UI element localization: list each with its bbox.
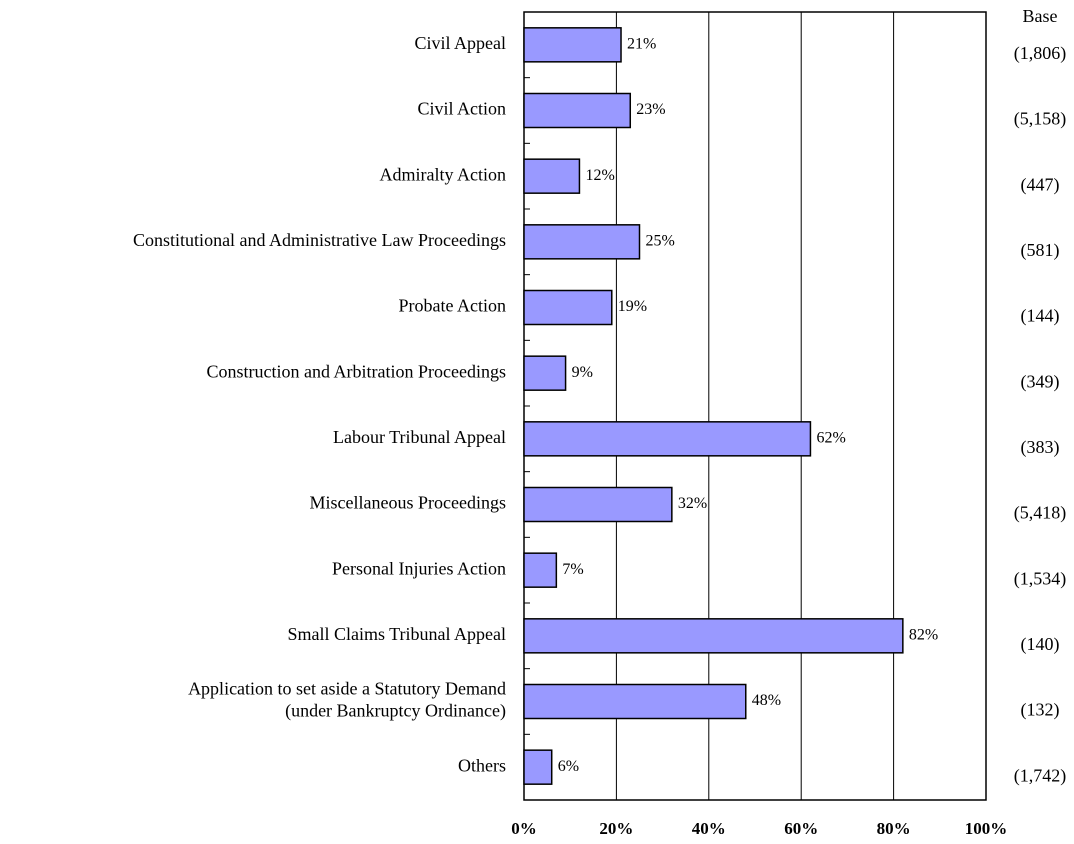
x-tick-label: 40%	[692, 819, 726, 838]
value-label: 19%	[618, 298, 647, 315]
bar	[523, 749, 553, 785]
bar	[523, 224, 641, 260]
base-label: (140)	[1021, 634, 1060, 655]
category-label: Constitutional and Administrative Law Pr…	[133, 230, 506, 250]
base-label: (5,158)	[1014, 109, 1067, 130]
bar	[523, 618, 904, 654]
value-label: 32%	[678, 495, 707, 512]
bar	[523, 355, 567, 391]
bar	[523, 158, 581, 194]
base-label: (349)	[1021, 371, 1060, 392]
base-title: Base	[1023, 6, 1058, 26]
category-label: Miscellaneous Proceedings	[310, 493, 506, 513]
value-label: 25%	[646, 233, 675, 250]
category-label: Personal Injuries Action	[332, 558, 506, 578]
x-tick-label: 80%	[877, 819, 911, 838]
base-label: (581)	[1021, 240, 1060, 261]
bar	[523, 92, 632, 129]
category-label: Admiralty Action	[380, 164, 506, 184]
category-label: Labour Tribunal Appeal	[333, 427, 506, 447]
base-label: (383)	[1021, 437, 1060, 458]
value-label: 62%	[816, 430, 845, 447]
value-label: 7%	[562, 561, 583, 578]
category-label: Civil Action	[417, 99, 506, 119]
x-tick-label: 0%	[511, 819, 537, 838]
bar	[523, 486, 673, 523]
base-label: (1,742)	[1014, 765, 1067, 786]
category-label: Probate Action	[399, 296, 506, 316]
x-tick-label: 100%	[965, 819, 1008, 838]
value-label: 21%	[627, 36, 656, 53]
value-label: 48%	[752, 692, 781, 709]
bar	[523, 289, 613, 326]
category-label: Small Claims Tribunal Appeal	[287, 624, 506, 644]
bar	[523, 27, 622, 63]
value-label: 9%	[572, 364, 593, 381]
category-label: Civil Appeal	[415, 33, 507, 53]
base-label: (132)	[1021, 700, 1060, 721]
value-label: 82%	[909, 627, 938, 644]
value-label: 23%	[636, 101, 665, 118]
bar	[523, 421, 812, 457]
base-label: (144)	[1021, 306, 1060, 327]
value-label: 12%	[585, 167, 614, 184]
value-label: 6%	[558, 758, 579, 775]
category-label: Others	[458, 755, 506, 775]
x-tick-label: 60%	[784, 819, 818, 838]
category-label: Application to set aside a Statutory Dem…	[188, 679, 506, 722]
plot-frame	[523, 11, 987, 801]
base-label: (447)	[1021, 174, 1060, 195]
bar	[523, 552, 558, 588]
category-label: Construction and Arbitration Proceedings	[207, 361, 506, 381]
x-tick-label: 20%	[599, 819, 633, 838]
bar	[523, 683, 747, 720]
base-label: (5,418)	[1014, 503, 1067, 524]
base-label: (1,534)	[1014, 568, 1067, 589]
base-label: (1,806)	[1014, 43, 1067, 64]
